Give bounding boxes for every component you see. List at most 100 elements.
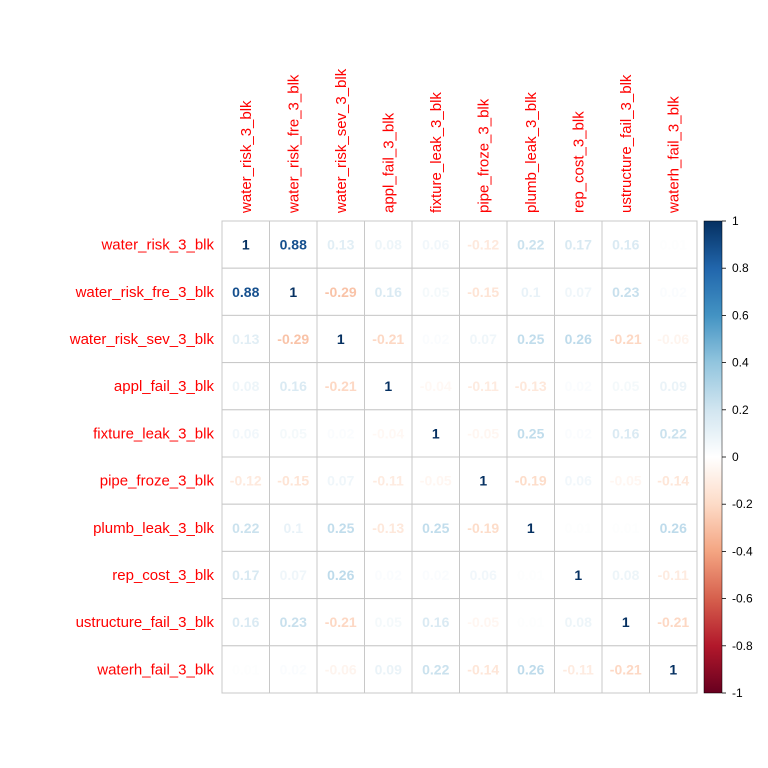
row-label: water_risk_sev_3_blk	[69, 331, 215, 348]
cell-value: 0.22	[517, 237, 544, 253]
cell-value: 0.08	[565, 614, 592, 630]
heatmap-cell	[459, 362, 508, 411]
cell-value: 0.05	[375, 614, 402, 630]
heatmap-cell	[554, 550, 603, 600]
cell-value: 0.05	[422, 284, 449, 300]
heatmap-cell	[554, 314, 603, 364]
heatmap-cell	[506, 503, 555, 552]
cell-value: 0.25	[422, 520, 449, 536]
heatmap-cell	[601, 645, 650, 694]
column-label: pipe_froze_3_blk	[475, 98, 492, 213]
cell-value: 0.25	[517, 425, 544, 441]
column-labels: water_risk_3_blk water_risk_fre_3_blk wate…	[238, 68, 683, 214]
cell-value: 0.22	[660, 425, 687, 441]
cell-value: 0.02	[660, 284, 687, 300]
heatmap-cell	[459, 267, 508, 316]
cell-value: 0.01	[232, 661, 259, 677]
cell-value: 0.09	[375, 661, 402, 677]
cell-value: -0.05	[420, 473, 452, 489]
cell-value: -0.12	[230, 473, 262, 489]
heatmap-cell	[364, 267, 413, 316]
row-label: rep_cost_3_blk	[112, 567, 214, 584]
cell-value: 0.88	[280, 237, 307, 253]
heatmap-cell	[601, 503, 650, 552]
heatmap-cell	[554, 503, 603, 552]
heatmap-cell	[459, 645, 508, 694]
cell-value: -0.11	[468, 378, 499, 394]
cell-value: -0.14	[467, 661, 499, 677]
row-label: appl_fail_3_blk	[114, 378, 215, 395]
heatmap-cell	[364, 503, 413, 552]
heatmap-cell	[221, 314, 270, 364]
heatmap-cell	[411, 456, 460, 505]
heatmap-cell	[316, 456, 365, 505]
heatmap-cell	[364, 550, 413, 600]
cell-value: 0.02	[422, 331, 449, 347]
heatmap-cell	[649, 503, 698, 552]
cell-value: -0.15	[277, 473, 309, 489]
cell-value: -0.29	[277, 331, 309, 347]
heatmap-cell	[554, 409, 603, 458]
heatmap-cell	[506, 645, 555, 694]
colorbar-tick-label: -0.4	[732, 544, 753, 558]
heatmap-cell	[506, 409, 555, 458]
heatmap-cell	[554, 598, 603, 647]
cell-value: -0.11	[563, 661, 594, 677]
cell-value: 0.02	[375, 567, 402, 583]
cell-value: 1	[289, 284, 297, 300]
cell-value: -0.21	[372, 331, 404, 347]
cell-value: 0.01	[517, 614, 544, 630]
heatmap-cell	[269, 409, 318, 458]
heatmap-cell	[269, 314, 318, 364]
cell-value: 0.26	[660, 520, 687, 536]
colorbar-tick-label: -1	[732, 686, 743, 700]
heatmap-cell	[459, 409, 508, 458]
column-label: appl_fail_3_blk	[380, 112, 397, 213]
cell-value: -0.21	[657, 614, 689, 630]
heatmap-cell	[506, 362, 555, 411]
column-label: ustructure_fail_3_blk	[618, 74, 635, 213]
heatmap-cell	[269, 645, 318, 694]
colorbar-tick-label: 0.4	[732, 356, 749, 370]
cell-value: 0.07	[565, 284, 592, 300]
cell-value: 0.02	[565, 425, 592, 441]
heatmap-cell	[601, 409, 650, 458]
heatmap-cell	[316, 645, 365, 694]
heatmap-cell	[601, 362, 650, 411]
heatmap-cell	[316, 409, 365, 458]
cell-value: 0.02	[327, 425, 354, 441]
cell-value: 1	[337, 331, 345, 347]
cell-value: 0.26	[327, 567, 354, 583]
colorbar-tick-label: 0.2	[732, 403, 749, 417]
cell-value: -0.21	[610, 331, 642, 347]
cell-value: -0.19	[515, 473, 547, 489]
cell-value: -0.11	[658, 567, 689, 583]
heatmap-cell	[459, 220, 508, 269]
cell-value: 0.06	[232, 425, 259, 441]
colorbar-tick-label: -0.6	[732, 592, 753, 606]
heatmap-cell	[649, 645, 698, 694]
colorbar-tick-label: 0	[732, 450, 739, 464]
column-label: plumb_leak_3_blk	[523, 92, 540, 213]
heatmap-cell	[459, 503, 508, 552]
heatmap-cell	[506, 598, 555, 647]
cell-value: 1	[669, 661, 677, 677]
cell-value: -0.04	[372, 425, 404, 441]
column-label: water_risk_3_blk	[238, 100, 255, 214]
cell-value: 0.26	[517, 661, 544, 677]
cell-value: 1	[479, 473, 487, 489]
cell-value: 0.08	[232, 378, 259, 394]
row-label: ustructure_fail_3_blk	[76, 614, 215, 631]
cell-value: -0.05	[610, 473, 642, 489]
heatmap-cell	[364, 598, 413, 647]
cell-value: 0.25	[327, 520, 354, 536]
cell-value: -0.13	[515, 378, 547, 394]
cell-value: 0.23	[280, 614, 307, 630]
heatmap-cell	[411, 598, 460, 647]
heatmap-cell	[411, 409, 460, 458]
heatmap-cell	[221, 220, 270, 269]
cell-value: 0.17	[232, 567, 259, 583]
heatmap-cell	[221, 456, 270, 505]
colorbar-tick-label: -0.8	[732, 639, 753, 653]
colorbar-tick-label: 0.8	[732, 261, 749, 275]
